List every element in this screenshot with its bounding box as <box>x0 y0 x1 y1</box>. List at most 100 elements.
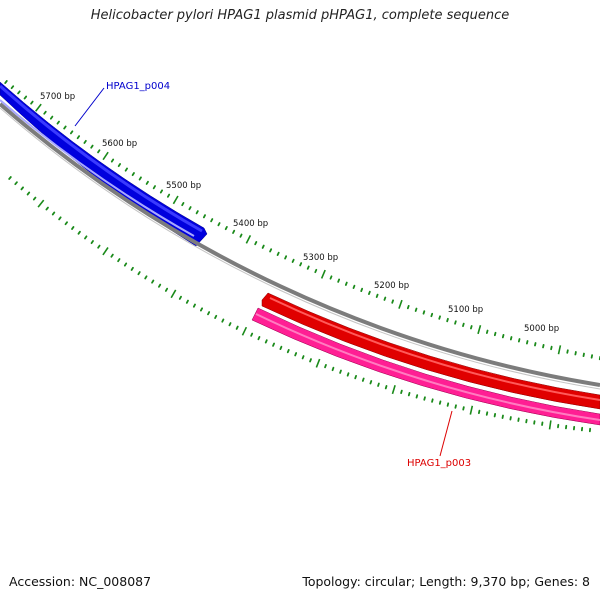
minor-tick <box>279 345 283 351</box>
gene-label-hpag1-p003[interactable]: HPAG1_p003 <box>407 458 471 469</box>
minor-tick <box>152 185 156 190</box>
minor-tick <box>181 202 185 207</box>
minor-tick <box>423 396 426 401</box>
ruler-labels: 5700 bp 5600 bp 5500 bp 5400 bp 5300 bp 5200 … <box>40 92 559 334</box>
major-tick <box>102 151 109 161</box>
minor-tick <box>582 352 585 358</box>
minor-tick <box>550 345 553 351</box>
minor-tick <box>542 343 545 349</box>
minor-tick <box>257 335 261 341</box>
minor-tick <box>58 216 62 221</box>
minor-tick <box>337 278 341 283</box>
minor-tick <box>590 354 594 359</box>
minor-tick <box>210 218 214 223</box>
minor-tick <box>301 355 305 360</box>
minor-tick <box>49 115 54 120</box>
major-tick <box>469 405 474 415</box>
gene-label-leader-p004 <box>74 87 105 127</box>
minor-tick <box>446 317 449 323</box>
minor-tick <box>235 325 239 330</box>
minor-tick <box>159 189 164 194</box>
minor-tick <box>286 348 290 354</box>
minor-tick <box>110 158 115 163</box>
minor-tick <box>202 214 206 219</box>
minor-tick <box>493 413 497 418</box>
minor-tick <box>422 310 426 315</box>
gene-feature-hpag1-p003[interactable] <box>251 307 600 426</box>
major-tick <box>391 385 396 395</box>
minor-tick <box>493 331 497 337</box>
minor-tick <box>71 226 75 230</box>
gene-arrow-hpag1-p004[interactable] <box>0 81 208 247</box>
ruler-label: 5700 bp <box>40 92 75 102</box>
minor-tick <box>56 120 60 125</box>
minor-tick <box>221 318 225 323</box>
minor-tick <box>462 322 465 328</box>
minor-tick <box>324 363 327 369</box>
minor-tick <box>228 322 232 327</box>
minor-tick <box>199 307 204 312</box>
minor-tick <box>261 244 265 249</box>
minor-tick <box>331 366 335 372</box>
gene-shadow-p004 <box>0 99 195 237</box>
minor-tick <box>164 287 169 292</box>
minor-tick <box>276 251 280 256</box>
minor-tick <box>178 295 182 300</box>
ruler-label: 5600 bp <box>102 139 137 149</box>
minor-tick <box>90 240 94 245</box>
minor-tick <box>415 394 419 399</box>
gene-arrow-p003-highlight <box>255 313 600 421</box>
minor-tick <box>485 329 489 334</box>
gene-feature-hpag1-p004[interactable] <box>0 81 208 247</box>
minor-tick <box>83 139 87 144</box>
minor-tick <box>124 167 128 172</box>
minor-tick <box>30 100 34 105</box>
minor-tick <box>117 258 121 263</box>
minor-tick <box>17 90 21 95</box>
minor-tick <box>462 406 465 411</box>
minor-tick <box>438 400 442 405</box>
minor-tick <box>501 414 504 419</box>
minor-tick <box>224 225 228 231</box>
gene-feature-red-reverse[interactable] <box>261 292 600 410</box>
minor-tick <box>384 385 388 390</box>
gene-arrow-highlight-p004 <box>0 84 203 233</box>
minor-tick <box>470 325 473 330</box>
gene-label-hpag1-p004[interactable]: HPAG1_p004 <box>106 81 170 92</box>
minor-tick <box>272 342 275 347</box>
minor-tick <box>151 279 155 284</box>
minor-tick <box>90 144 94 149</box>
minor-tick <box>299 262 303 267</box>
inner-tick-ring <box>8 176 592 433</box>
major-tick <box>557 345 562 355</box>
minor-tick <box>10 85 15 90</box>
minor-tick <box>110 253 114 258</box>
minor-tick <box>130 266 134 271</box>
minor-tick <box>217 222 221 227</box>
minor-tick <box>485 411 489 416</box>
minor-tick <box>306 265 310 270</box>
minor-tick <box>145 180 149 185</box>
minor-tick <box>214 314 218 319</box>
gene-arrow-red-highlight <box>269 297 600 401</box>
minor-tick <box>414 307 418 312</box>
major-tick <box>548 420 552 430</box>
minor-tick <box>360 287 364 293</box>
minor-tick <box>188 206 192 211</box>
major-tick <box>172 195 179 205</box>
outer-tick-ring <box>4 80 600 361</box>
minor-tick <box>406 304 410 310</box>
minor-tick <box>517 338 521 343</box>
minor-tick <box>43 110 47 115</box>
minor-tick <box>32 196 37 201</box>
minor-tick <box>346 372 350 377</box>
minor-tick <box>509 336 513 341</box>
minor-tick <box>264 339 268 344</box>
minor-tick <box>45 206 49 211</box>
minor-tick <box>407 392 411 397</box>
minor-tick <box>8 176 12 180</box>
major-tick <box>320 269 326 279</box>
minor-tick <box>391 299 395 304</box>
minor-tick <box>26 191 31 196</box>
